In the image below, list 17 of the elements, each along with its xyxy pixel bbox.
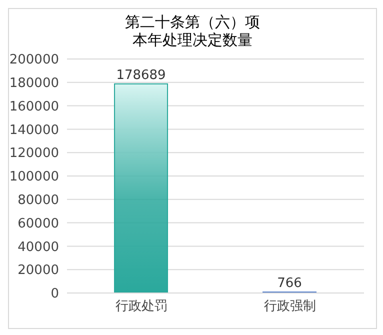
- y-tick-label: 200000: [9, 52, 59, 68]
- data-label: 766: [277, 276, 302, 292]
- y-tick-label: 100000: [9, 170, 59, 185]
- y-tick-label: 80000: [18, 193, 59, 208]
- x-tick-label: 行政处罚: [115, 299, 168, 314]
- y-tick-label: 40000: [18, 240, 59, 255]
- y-tick-label: 140000: [9, 122, 59, 138]
- y-tick-label: 160000: [9, 99, 59, 114]
- data-label: 178689: [116, 68, 166, 83]
- y-tick-label: 60000: [18, 216, 59, 232]
- y-tick-label: 120000: [9, 146, 59, 162]
- y-tick-label: 180000: [9, 76, 59, 92]
- y-tick-label: 20000: [18, 263, 59, 278]
- chart-subtitle: 本年处理决定数量: [132, 31, 254, 49]
- y-tick-label: 0: [50, 286, 59, 302]
- chart-title: 第二十条第（六）项: [124, 13, 261, 31]
- x-tick-label: 行政强制: [264, 299, 316, 314]
